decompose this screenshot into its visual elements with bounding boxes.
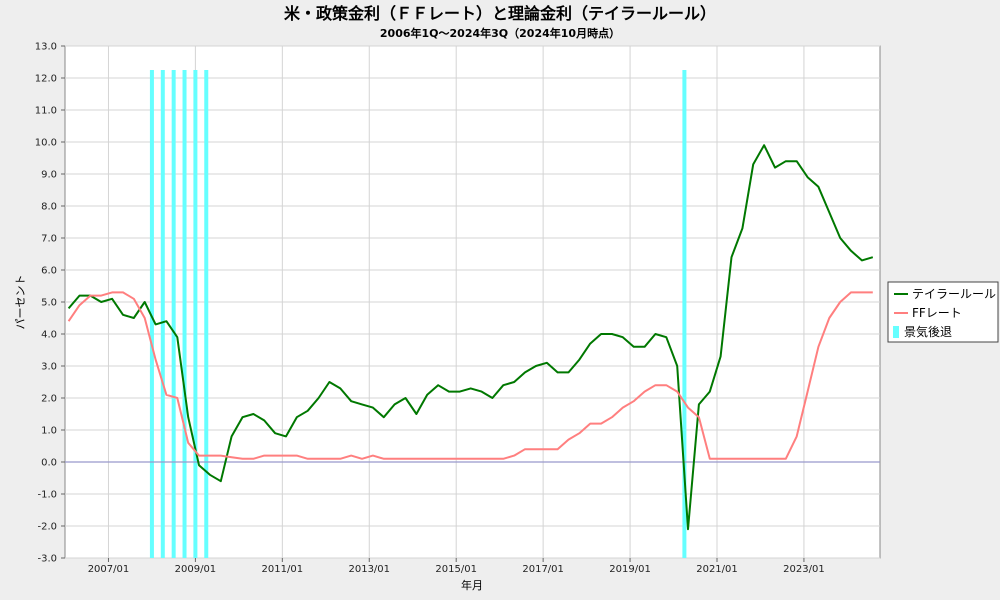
x-tick-label: 2013/01 [348, 564, 390, 575]
legend-label-ff: FFレート [912, 306, 962, 320]
y-tick-label: 2.0 [41, 394, 57, 405]
x-axis-label: 年月 [461, 578, 483, 592]
y-tick-label: 9.0 [41, 170, 57, 181]
y-tick-label: -1.0 [37, 490, 57, 501]
recession-bar [160, 70, 165, 558]
legend-swatch-recession [893, 326, 899, 338]
legend-box [887, 281, 999, 343]
y-tick-label: 0.0 [41, 458, 57, 469]
y-tick-label: 5.0 [41, 298, 57, 309]
series-lines [67, 144, 874, 531]
y-tick-label: 6.0 [41, 266, 57, 277]
recession-bar [149, 70, 154, 558]
recession-bar [193, 70, 198, 558]
chart-subtitle: 2006年1Q～2024年3Q（2024年10月時点） [380, 26, 620, 40]
recession-bar [204, 70, 209, 558]
y-tick-label: 12.0 [35, 74, 57, 85]
y-tick-label: -2.0 [37, 522, 57, 533]
y-tick-label: 4.0 [41, 330, 57, 341]
chart-title: 米・政策金利（ＦＦレート）と理論金利（テイラールール） [284, 4, 716, 23]
recession-bar [171, 70, 176, 558]
x-tick-label: 2007/01 [88, 564, 130, 575]
y-tick-label: 7.0 [41, 234, 57, 245]
recession-bar [182, 70, 187, 558]
y-tick-label: -3.0 [37, 554, 57, 565]
y-tick-label: 3.0 [41, 362, 57, 373]
ff-rate-line [67, 291, 873, 460]
legend-label-recession: 景気後退 [904, 324, 952, 339]
recession-bar [682, 70, 687, 558]
x-tick-label: 2021/01 [696, 564, 738, 575]
x-tick-label: 2019/01 [609, 564, 651, 575]
y-tick-label: 1.0 [41, 426, 57, 437]
x-tick-label: 2011/01 [262, 564, 304, 575]
x-tick-label: 2009/01 [175, 564, 217, 575]
y-tick-label: 10.0 [35, 138, 57, 149]
taylor-rule-line [67, 144, 874, 531]
legend: テイラールール FFレート 景気後退 [887, 281, 999, 343]
x-tick-label: 2015/01 [435, 564, 477, 575]
recession-bands [149, 70, 687, 558]
x-axis-ticks: 2007/01 2009/01 2011/01 2013/01 2015/01 2017/… [88, 558, 825, 575]
y-tick-label: 11.0 [35, 106, 57, 117]
y-tick-label: 13.0 [35, 42, 57, 53]
y-tick-label: 8.0 [41, 202, 57, 213]
y-axis-label: パーセント [14, 275, 27, 330]
y-axis-ticks: -3.0 -2.0 -1.0 0.0 1.0 2.0 3.0 4.0 5.0 6.0 7.0 8.0 9… [35, 42, 65, 565]
legend-label-taylor: テイラールール [912, 287, 996, 301]
x-tick-label: 2017/01 [522, 564, 564, 575]
x-tick-label: 2023/01 [783, 564, 825, 575]
